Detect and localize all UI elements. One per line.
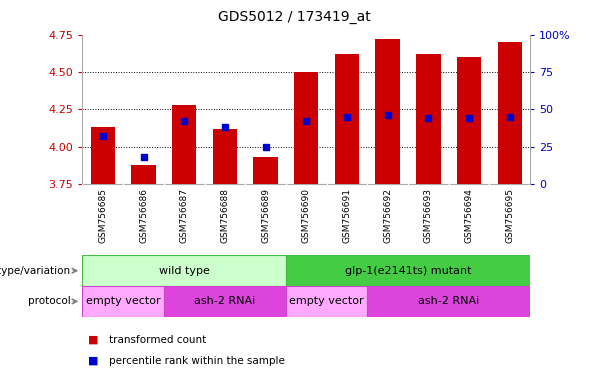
Text: genotype/variation: genotype/variation bbox=[0, 266, 71, 276]
Text: GSM756690: GSM756690 bbox=[302, 188, 311, 243]
Bar bbox=[213, 129, 237, 184]
Bar bbox=[368, 286, 530, 317]
Bar bbox=[498, 42, 522, 184]
Bar bbox=[294, 72, 319, 184]
Text: glp-1(e2141ts) mutant: glp-1(e2141ts) mutant bbox=[345, 266, 471, 276]
Bar bbox=[131, 165, 155, 184]
Text: GSM756687: GSM756687 bbox=[180, 188, 188, 243]
Bar bbox=[82, 286, 164, 317]
Text: GSM756685: GSM756685 bbox=[98, 188, 107, 243]
Text: GSM756686: GSM756686 bbox=[139, 188, 148, 243]
Text: ash-2 RNAi: ash-2 RNAi bbox=[194, 296, 256, 306]
Text: GSM756693: GSM756693 bbox=[424, 188, 433, 243]
Bar bbox=[253, 157, 278, 184]
Bar bbox=[82, 255, 286, 286]
Text: ■: ■ bbox=[88, 356, 99, 366]
Text: empty vector: empty vector bbox=[86, 296, 160, 306]
Bar bbox=[335, 54, 359, 184]
Bar bbox=[91, 127, 115, 184]
Text: GSM756692: GSM756692 bbox=[383, 188, 392, 243]
Text: GDS5012 / 173419_at: GDS5012 / 173419_at bbox=[218, 10, 371, 23]
Bar bbox=[164, 286, 286, 317]
Text: transformed count: transformed count bbox=[109, 335, 206, 345]
Text: GSM756691: GSM756691 bbox=[342, 188, 352, 243]
Text: GSM756694: GSM756694 bbox=[465, 188, 474, 243]
Bar bbox=[172, 105, 196, 184]
Text: ash-2 RNAi: ash-2 RNAi bbox=[418, 296, 479, 306]
Bar bbox=[457, 57, 481, 184]
Text: GSM756688: GSM756688 bbox=[220, 188, 229, 243]
Bar bbox=[416, 54, 441, 184]
Bar bbox=[286, 255, 530, 286]
Bar bbox=[375, 39, 400, 184]
Bar bbox=[286, 286, 368, 317]
Text: empty vector: empty vector bbox=[289, 296, 364, 306]
Text: percentile rank within the sample: percentile rank within the sample bbox=[109, 356, 285, 366]
Text: wild type: wild type bbox=[159, 266, 210, 276]
Text: GSM756695: GSM756695 bbox=[505, 188, 514, 243]
Text: protocol: protocol bbox=[28, 296, 71, 306]
Text: GSM756689: GSM756689 bbox=[261, 188, 270, 243]
Text: ■: ■ bbox=[88, 335, 99, 345]
